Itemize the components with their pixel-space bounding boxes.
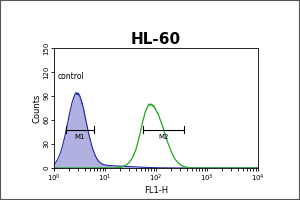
Text: control: control: [58, 72, 85, 81]
Text: M1: M1: [74, 134, 85, 140]
Text: M2: M2: [158, 134, 168, 140]
Y-axis label: Counts: Counts: [33, 93, 42, 123]
X-axis label: FL1-H: FL1-H: [144, 186, 168, 195]
Title: HL-60: HL-60: [131, 32, 181, 47]
